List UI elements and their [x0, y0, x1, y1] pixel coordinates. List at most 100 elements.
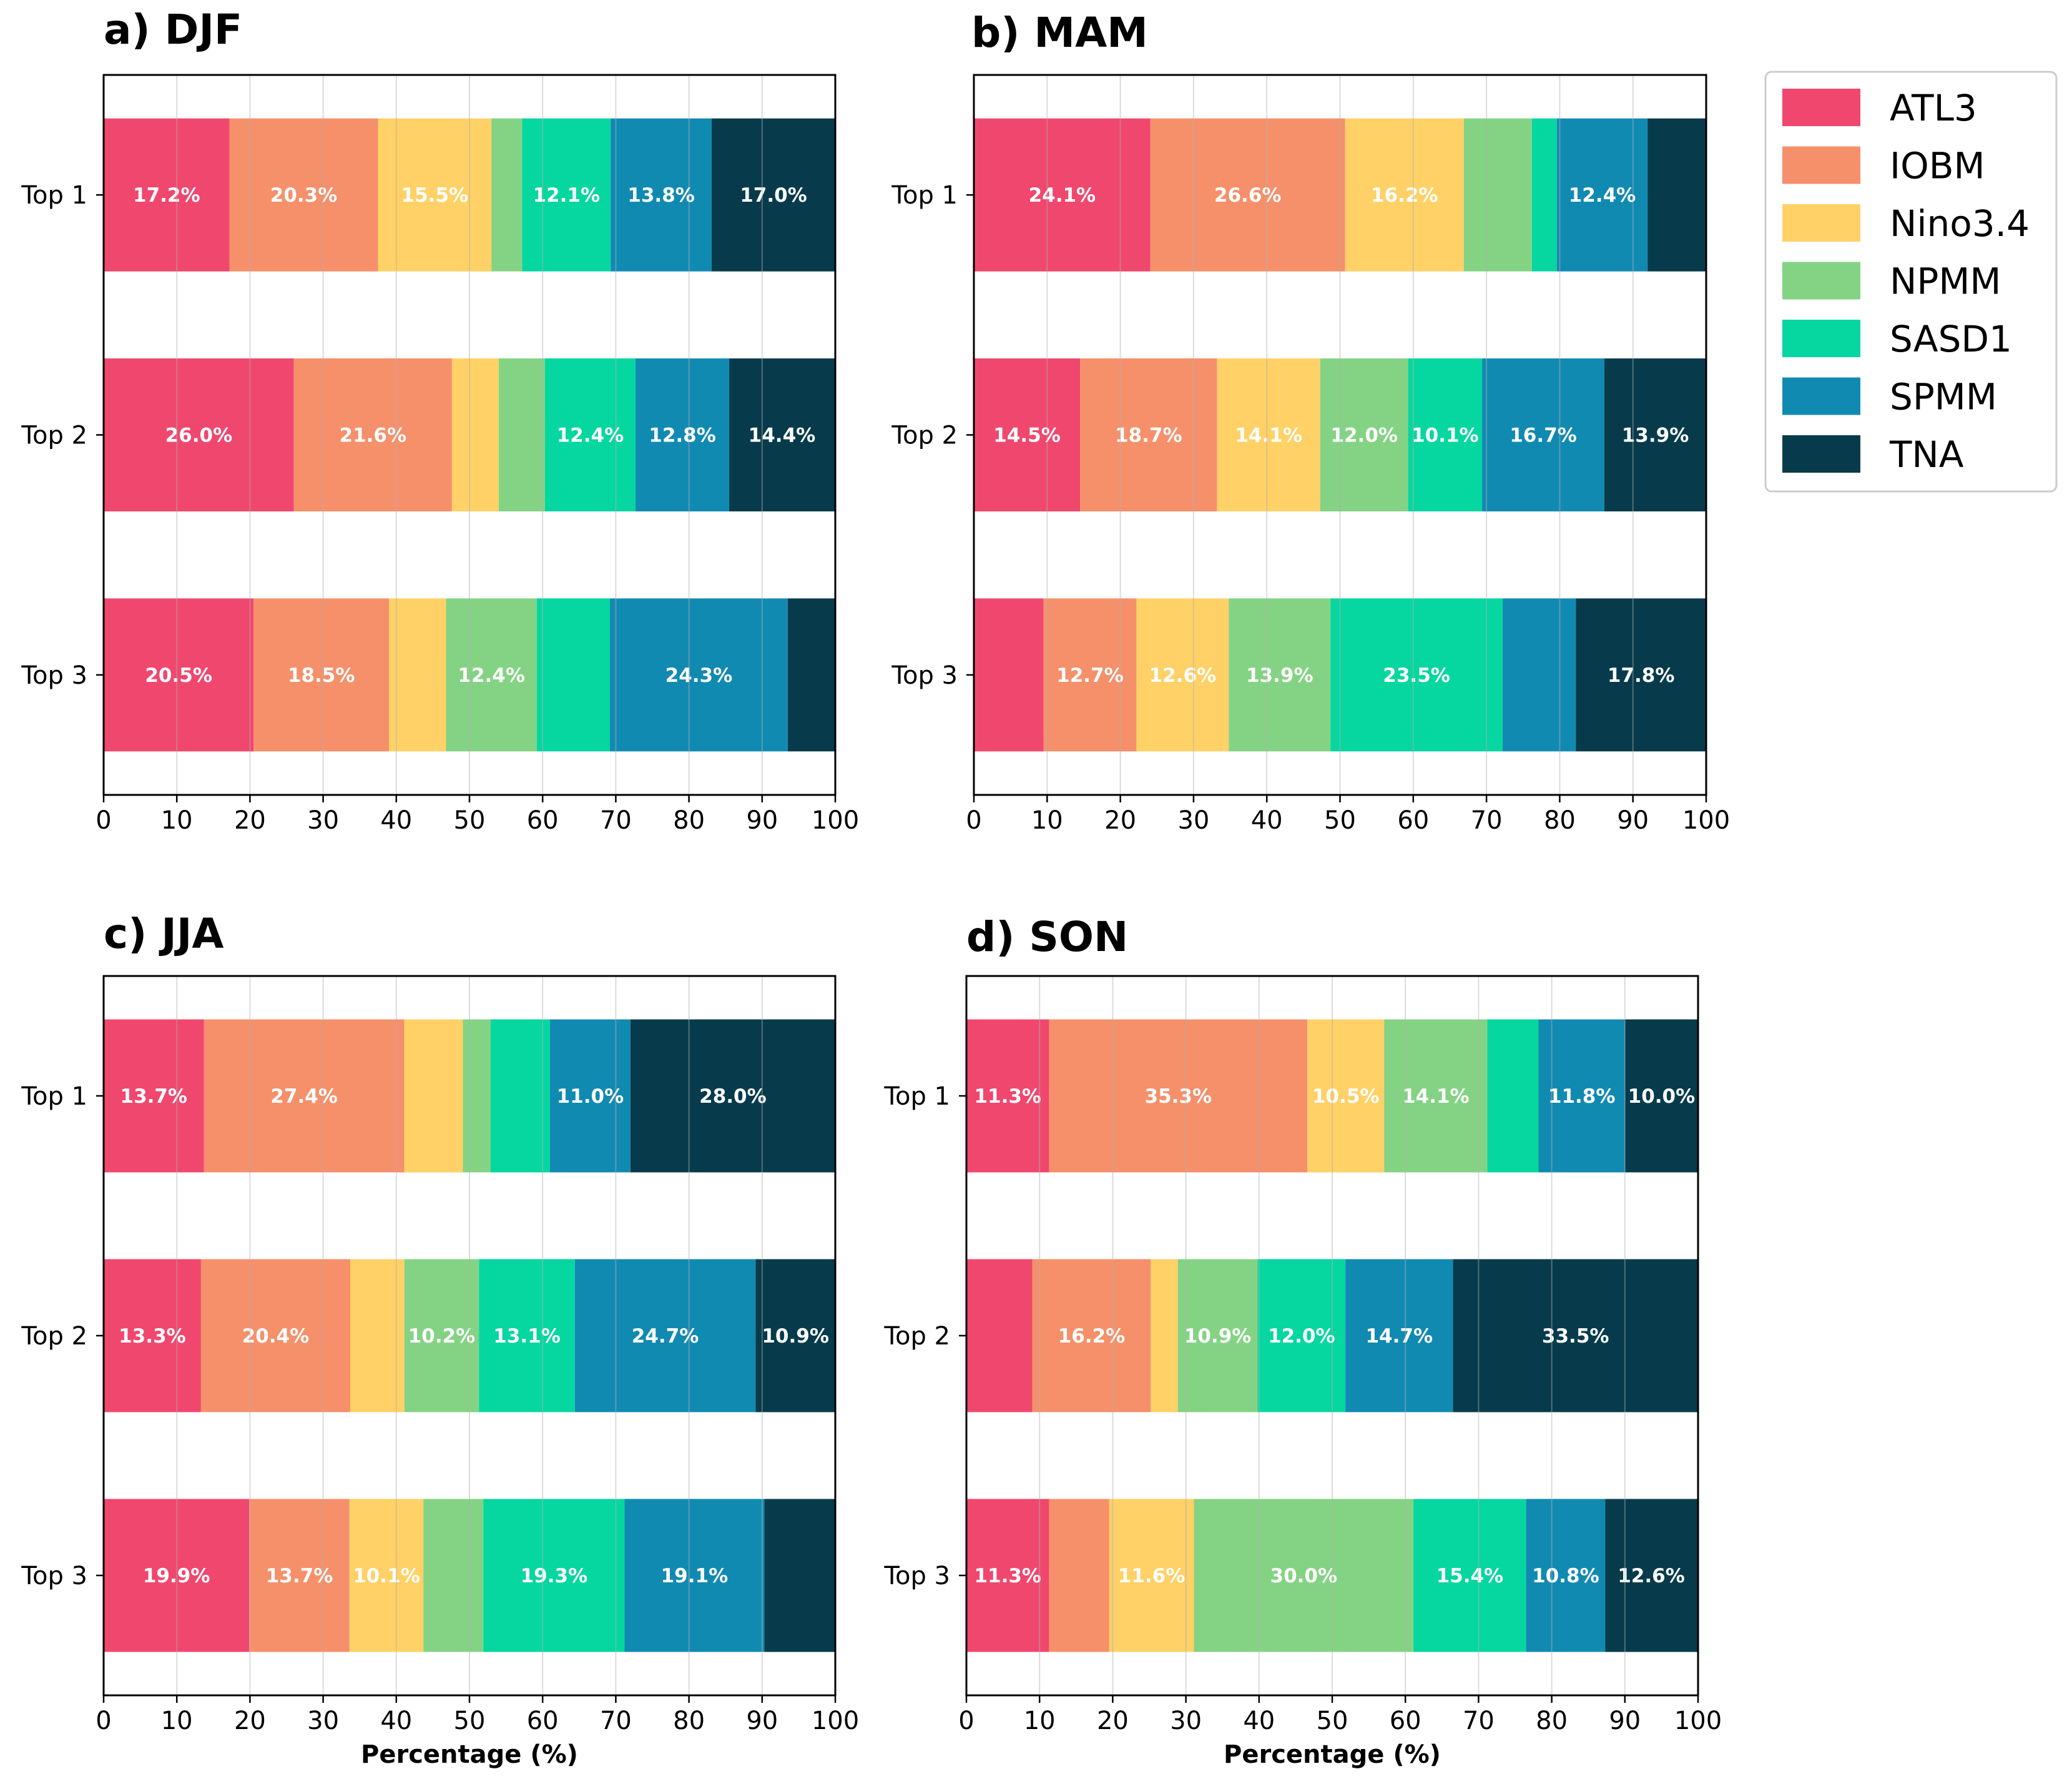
bar-segment-nino34: [1151, 1259, 1178, 1412]
bar-segment-sasd1: [1257, 1259, 1346, 1412]
x-tick-label: 60: [527, 1707, 559, 1735]
y-tick-label: Top 2: [21, 1322, 87, 1351]
data-label: 12.6%: [1618, 1565, 1685, 1587]
data-label: 17.2%: [133, 184, 200, 207]
bar-segment-iobm: [1043, 598, 1137, 752]
data-label: 18.5%: [288, 664, 355, 687]
data-label: 13.1%: [493, 1325, 561, 1348]
data-label: 17.8%: [1608, 664, 1675, 687]
bar-segment-atl3: [104, 1259, 201, 1412]
bar-segment-tna: [1647, 118, 1706, 272]
data-label: 24.3%: [665, 664, 733, 687]
x-tick-label: 10: [161, 806, 193, 835]
x-tick-label: 0: [958, 1707, 974, 1735]
y-tick-label: Top 3: [21, 1562, 87, 1590]
bar-segment-npmm: [1463, 118, 1532, 272]
data-label: 10.1%: [353, 1565, 420, 1587]
bar-segment-atl3: [966, 1259, 1033, 1412]
data-label: 20.3%: [270, 184, 338, 207]
data-label: 13.7%: [266, 1565, 333, 1587]
x-axis-label: Percentage (%): [1224, 1740, 1441, 1769]
x-tick-label: 30: [1170, 1707, 1202, 1735]
x-tick-label: 70: [600, 1707, 632, 1735]
bar-segment-nino34: [389, 598, 446, 752]
x-tick-label: 100: [812, 806, 859, 835]
bar-segment-npmm: [1320, 358, 1408, 511]
data-label: 13.7%: [120, 1085, 188, 1108]
bar-segment-iobm: [204, 1019, 405, 1173]
bar-segment-atl3: [974, 358, 1081, 511]
x-tick-label: 90: [1617, 806, 1649, 835]
bar-segment-tna: [1453, 1259, 1698, 1412]
x-tick-label: 50: [1324, 806, 1356, 835]
x-tick-label: 10: [1031, 806, 1063, 835]
data-label: 13.9%: [1246, 664, 1313, 687]
x-tick-label: 10: [161, 1707, 193, 1735]
bar-segment-tna: [729, 358, 835, 511]
data-label: 23.5%: [1383, 664, 1450, 687]
data-label: 12.0%: [1268, 1325, 1335, 1348]
data-label: 12.7%: [1056, 664, 1124, 687]
axes-frame: [102, 74, 837, 796]
data-label: 11.6%: [1118, 1565, 1186, 1587]
data-label: 14.7%: [1365, 1325, 1433, 1348]
x-tick-label: 60: [1390, 1707, 1421, 1735]
bar-segment-nino34: [1109, 1499, 1194, 1652]
y-tick-label: Top 3: [891, 661, 958, 690]
legend-item-atl3: ATL3: [1782, 87, 1977, 129]
bar-segment-iobm: [200, 1259, 350, 1412]
bar-segment-atl3: [104, 118, 230, 272]
data-label: 12.4%: [1569, 184, 1636, 207]
data-label: 10.9%: [1184, 1325, 1252, 1348]
data-label: 12.4%: [557, 425, 624, 447]
x-tick-label: 20: [234, 806, 266, 835]
data-label: 14.1%: [1402, 1085, 1470, 1108]
legend-item-npmm: NPMM: [1782, 260, 2001, 303]
data-label: 27.4%: [270, 1085, 338, 1108]
y-tick-label: Top 1: [21, 1082, 87, 1111]
x-tick-label: 70: [1463, 1707, 1495, 1735]
axes-frame: [102, 975, 837, 1697]
x-tick-label: 0: [966, 806, 981, 835]
panel-1: a) DJF 17.2% 20.3% 15.5% 12.1% 13.8% 17.0% Top …: [21, 6, 859, 835]
x-tick-label: 50: [1317, 1707, 1348, 1735]
bar-segment-sasd1: [1408, 358, 1483, 511]
bar-segment-iobm: [293, 358, 452, 511]
y-tick-label: Top 1: [891, 181, 958, 210]
x-tick-label: 40: [1251, 806, 1283, 835]
x-tick-label: 20: [234, 1707, 266, 1735]
data-label: 20.5%: [145, 664, 212, 687]
legend-swatch: [1782, 146, 1860, 184]
y-tick-label: Top 2: [891, 421, 958, 450]
bar-segment-atl3: [966, 1499, 1049, 1652]
data-label: 35.3%: [1145, 1085, 1212, 1108]
bar-segment-npmm: [463, 1019, 491, 1173]
x-tick-label: 80: [673, 806, 705, 835]
data-label: 12.6%: [1149, 664, 1217, 687]
legend-swatch: [1782, 204, 1860, 242]
y-tick-label: Top 3: [883, 1562, 950, 1590]
bar-segment-tna: [755, 1259, 835, 1412]
x-tick-label: 100: [1682, 806, 1730, 835]
legend-swatch: [1782, 435, 1860, 473]
data-label: 33.5%: [1542, 1325, 1609, 1348]
data-label: 11.8%: [1548, 1085, 1616, 1108]
bar-segment-nino34: [404, 1019, 463, 1173]
bar-segment-atl3: [104, 1499, 250, 1652]
panel-2: b) MAM 24.1% 26.6% 16.2% 12.4% Top 1 14.5% 18.7…: [891, 9, 1730, 835]
x-tick-label: 90: [1609, 1707, 1641, 1735]
bar-segment-tna: [1576, 598, 1706, 752]
bar-segment-sasd1: [536, 598, 611, 752]
legend-label: ATL3: [1890, 87, 1977, 129]
data-label: 20.4%: [242, 1325, 310, 1348]
data-label: 19.1%: [661, 1565, 729, 1587]
x-tick-label: 20: [1104, 806, 1136, 835]
data-label: 24.1%: [1029, 184, 1096, 207]
bar-segment-spmm: [1482, 358, 1604, 511]
x-tick-label: 30: [307, 1707, 339, 1735]
x-tick-label: 50: [454, 806, 486, 835]
bar-segment-nino34: [1136, 598, 1229, 752]
bar-segment-iobm: [229, 118, 378, 272]
bar-segment-npmm: [1177, 1259, 1258, 1412]
